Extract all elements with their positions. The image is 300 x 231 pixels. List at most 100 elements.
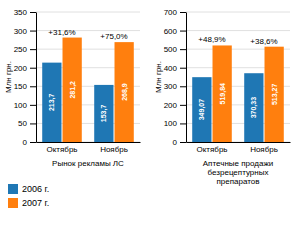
y-tick: 600: [164, 27, 186, 36]
y-tick-label: 600: [164, 27, 178, 36]
data-labels: 349,07370,33: [198, 97, 258, 120]
y-axis: 0 50 100 150 200 250 300 350: [14, 8, 37, 147]
data-labels: 281,2 268,9: [69, 81, 129, 101]
bar: [192, 77, 211, 142]
y-tick-mark: [30, 12, 36, 13]
y-tick-mark: [180, 86, 186, 87]
grid: [186, 12, 290, 142]
data-label: 268,9: [121, 83, 129, 101]
legend-item: 2006 г.: [8, 184, 49, 194]
y-tick-label: 400: [164, 64, 178, 73]
x-tick: Ноябрь: [100, 145, 128, 154]
chart-title: Рынок рекламы ЛС: [52, 159, 124, 168]
y-tick: 700: [164, 8, 186, 17]
y-tick: 200: [164, 101, 186, 110]
bar: [265, 47, 284, 142]
y-tick: 500: [164, 45, 186, 54]
y-tick-label: 0: [173, 138, 178, 147]
y-tick: 50: [18, 119, 36, 128]
annotation: +48,9%: [198, 35, 225, 44]
x-tick: Октябрь: [46, 145, 77, 154]
y-tick-mark: [180, 123, 186, 124]
bar: [213, 45, 232, 142]
y-tick-label: 350: [14, 8, 28, 17]
chart-panel: 0 50 100 150 200 250 300 350 Октябрь Ноябрь Млн гр…: [4, 8, 141, 168]
grid-line: [186, 30, 290, 31]
bar: [42, 63, 61, 142]
grid-line: [186, 12, 290, 13]
annotations: +31,6% +75,0%: [48, 28, 127, 42]
bar: [115, 42, 134, 142]
y-tick: 300: [164, 82, 186, 91]
y-axis-title: Млн грн.: [154, 61, 163, 93]
legend-label: 2007 г.: [22, 198, 49, 208]
annotation: +75,0%: [100, 32, 127, 41]
bar: [63, 38, 82, 142]
y-tick-mark: [180, 142, 186, 143]
y-tick-mark: [180, 105, 186, 106]
grid: [36, 12, 140, 142]
bar: [94, 85, 113, 142]
y-tick-label: 150: [14, 82, 28, 91]
y-tick-mark: [180, 31, 186, 32]
data-label: 213,7: [48, 93, 56, 111]
x-tick-label: Ноябрь: [100, 145, 128, 154]
legend-label: 2006 г.: [22, 184, 49, 194]
y-tick-label: 50: [18, 119, 27, 128]
y-tick: 100: [14, 101, 36, 110]
y-tick: 250: [14, 45, 36, 54]
y-tick: 0: [23, 138, 36, 147]
data-labels: 213,7 153,7: [48, 93, 108, 122]
y-tick: 400: [164, 64, 186, 73]
legend: 2006 г. 2007 г.: [8, 184, 49, 208]
y-tick-label: 200: [14, 64, 28, 73]
y-tick: 100: [164, 119, 186, 128]
y-tick-mark: [180, 68, 186, 69]
y-tick-mark: [180, 12, 186, 13]
legend-swatch: [8, 184, 18, 194]
y-tick: 0: [173, 138, 186, 147]
annotation: +38,6%: [250, 37, 277, 46]
title-line: препаратов: [216, 177, 259, 186]
legend-item: 2007 г.: [8, 198, 49, 208]
legend-swatch: [8, 198, 18, 208]
y-tick-label: 300: [164, 82, 178, 91]
y-tick-mark: [30, 49, 36, 50]
y-tick-label: 300: [14, 27, 28, 36]
x-axis: ОктябрьНоябрь: [187, 143, 291, 154]
annotations: +48,9% +38,6%: [198, 35, 277, 45]
data-label: 519,84: [219, 83, 227, 105]
y-tick: 200: [14, 64, 36, 73]
title-line: безрецептурных: [208, 168, 269, 177]
x-tick-label: Ноябрь: [250, 145, 278, 154]
y-axis-title: Млн грн.: [4, 61, 13, 93]
title-line: Рынок рекламы ЛС: [52, 159, 124, 168]
y-tick-mark: [180, 49, 186, 50]
y-tick-mark: [30, 105, 36, 106]
chart-root: 0 50 100 150 200 250 300 350 Октябрь Ноябрь Млн гр…: [0, 0, 300, 231]
data-label: 281,2: [69, 81, 77, 99]
x-tick: Ноябрь: [250, 145, 278, 154]
data-label: 153,7: [100, 105, 108, 123]
y-tick-mark: [30, 142, 36, 143]
y-tick: 350: [14, 8, 36, 17]
data-labels: 519,84513,27: [219, 83, 279, 105]
bar: [244, 73, 263, 142]
y-tick-mark: [30, 86, 36, 87]
annotation: +31,6%: [48, 28, 75, 37]
grid-line: [36, 12, 140, 13]
y-tick: 300: [14, 27, 36, 36]
y-tick-mark: [30, 123, 36, 124]
title-line: Аптечные продажи: [203, 159, 273, 168]
y-tick-label: 250: [14, 45, 28, 54]
data-label: 370,33: [250, 97, 258, 119]
axis-line: [187, 142, 291, 143]
x-tick-label: Октябрь: [46, 145, 77, 154]
y-tick-label: 700: [164, 8, 178, 17]
axis-line: [186, 13, 187, 143]
chart-title: Аптечные продажибезрецептурныхпрепаратов: [203, 159, 273, 186]
y-tick-mark: [30, 31, 36, 32]
x-axis: Октябрь Ноябрь: [37, 143, 141, 154]
y-tick-label: 200: [164, 101, 178, 110]
axis-line: [36, 13, 37, 143]
